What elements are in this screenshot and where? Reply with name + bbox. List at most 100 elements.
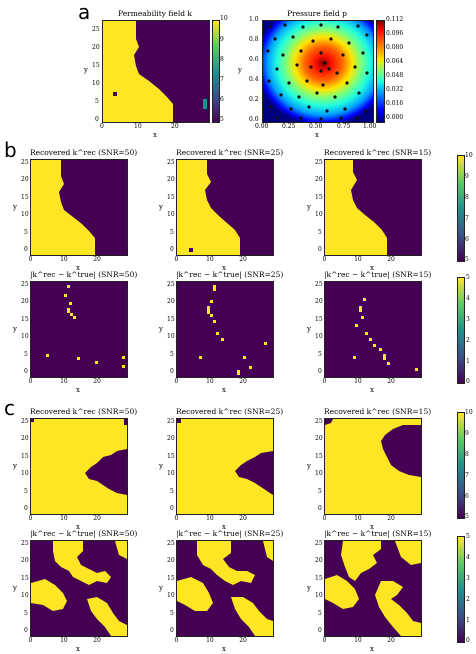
- ytick-label: 5: [24, 350, 28, 358]
- b-err-title-3: |k^rec − k^true| (SNR=15): [324, 270, 432, 279]
- perm-ytick: 0: [95, 116, 99, 123]
- perm-ylabel: y: [84, 66, 88, 74]
- c-err-title-3: |k^rec − k^true| (SNR=15): [324, 529, 432, 538]
- perm-cbar-tick: 6: [220, 96, 224, 103]
- ytick-label: 5: [318, 609, 322, 617]
- pres-cbar-tick: 0.112: [386, 16, 404, 23]
- y-axis-label: y: [307, 461, 311, 470]
- xtick-label: 10: [206, 256, 214, 263]
- c-err-cbar-tick: 4: [466, 554, 470, 561]
- c-rec-panel-1: [30, 418, 128, 515]
- b-rec-cbar-tick: 5: [465, 256, 469, 263]
- x-axis-label: x: [76, 386, 80, 394]
- perm-cbar-tick: 10: [220, 15, 228, 22]
- xtick-label: 20: [93, 378, 101, 385]
- perm-cbar-tick: 5: [220, 116, 224, 123]
- b-rec-cbar-tick: 9: [465, 173, 469, 180]
- xtick-label: 0: [322, 515, 327, 522]
- ytick-label: 25: [167, 281, 175, 288]
- y-axis-label: y: [307, 202, 311, 211]
- ytick-label: 20: [21, 298, 29, 306]
- xtick-label: 0: [28, 637, 33, 644]
- c-rec-cbar-tick: 10: [465, 409, 473, 416]
- ytick-label: 10: [167, 592, 175, 600]
- ytick-label: 15: [21, 452, 29, 460]
- xtick-label: 10: [60, 256, 68, 263]
- pres-field-map: [262, 20, 374, 123]
- perm-ytick: 25: [92, 26, 100, 33]
- ytick-label: 15: [21, 574, 29, 582]
- pres-xtick: 1.00: [363, 123, 377, 130]
- ytick-label: 15: [315, 193, 323, 201]
- x-axis-label: x: [222, 645, 226, 653]
- ytick-label: 20: [315, 435, 323, 443]
- ytick-label: 25: [167, 418, 175, 425]
- xtick-label: 20: [387, 256, 395, 263]
- c-err-cbar-tick: 3: [466, 575, 470, 582]
- ytick-label: 25: [167, 540, 175, 547]
- c-err-panel-1: [30, 540, 128, 637]
- ytick-label: 0: [170, 505, 174, 512]
- b-rec-cbar-tick: 7: [465, 215, 469, 222]
- ytick-label: 5: [170, 609, 174, 617]
- b-err-title-2: |k^rec − k^true| (SNR=25): [176, 270, 284, 279]
- ytick-label: 0: [24, 505, 28, 512]
- ytick-label: 10: [21, 470, 29, 478]
- ytick-label: 5: [318, 228, 322, 236]
- perm-colorbar: [212, 20, 220, 123]
- ytick-label: 15: [21, 315, 29, 323]
- c-rec-title-2: Recovered k^rec (SNR=25): [176, 407, 284, 416]
- perm-ytick: 15: [92, 62, 100, 69]
- ytick-label: 25: [315, 159, 323, 166]
- ytick-label: 10: [167, 333, 175, 341]
- x-axis-label: x: [370, 264, 374, 272]
- pres-cbar-tick: 0.016: [386, 100, 404, 107]
- xtick-label: 10: [60, 378, 68, 385]
- ytick-label: 15: [315, 315, 323, 323]
- ytick-label: 15: [167, 315, 175, 323]
- ytick-label: 25: [21, 540, 29, 547]
- ytick-label: 0: [170, 246, 174, 253]
- y-axis-label: y: [159, 583, 163, 592]
- perm-ytick: 5: [95, 98, 99, 105]
- ytick-label: 15: [21, 193, 29, 201]
- ytick-label: 15: [167, 193, 175, 201]
- ytick-label: 5: [170, 487, 174, 495]
- xtick-label: 0: [28, 378, 33, 385]
- ytick-label: 0: [170, 627, 174, 634]
- c-err-cbar-tick: 2: [466, 596, 470, 603]
- x-axis-label: x: [76, 523, 80, 531]
- b-err-panel-3: [324, 281, 422, 378]
- xtick-label: 0: [28, 515, 33, 522]
- b-err-colorbar: [457, 277, 465, 384]
- c-rec-panel-3: [324, 418, 422, 515]
- y-axis-label: y: [159, 202, 163, 211]
- x-axis-label: x: [222, 264, 226, 272]
- xtick-label: 10: [354, 378, 362, 385]
- pres-cbar-tick: 0.000: [386, 114, 404, 121]
- x-axis-label: x: [222, 386, 226, 394]
- perm-xtick: 10: [134, 123, 142, 130]
- ytick-label: 15: [167, 452, 175, 460]
- pres-colorbar: [376, 20, 385, 123]
- ytick-label: 25: [21, 281, 29, 288]
- ytick-label: 25: [21, 418, 29, 425]
- c-rec-title-1: Recovered k^rec (SNR=50): [30, 407, 138, 416]
- xtick-label: 20: [239, 256, 247, 263]
- c-err-panel-3: [324, 540, 422, 637]
- xtick-label: 20: [93, 637, 101, 644]
- y-axis-label: y: [13, 202, 17, 211]
- xtick-label: 0: [322, 256, 327, 263]
- xtick-label: 20: [239, 515, 247, 522]
- c-err-cbar-tick: 1: [466, 617, 470, 624]
- ytick-label: 10: [167, 470, 175, 478]
- ytick-label: 10: [315, 211, 323, 219]
- pres-ytick: 0.8: [249, 36, 259, 43]
- c-rec-cbar-tick: 5: [465, 513, 469, 520]
- xtick-label: 0: [174, 515, 179, 522]
- pres-xtick: 0.75: [337, 123, 351, 130]
- b-err-cbar-tick: 1: [466, 358, 470, 365]
- b-rec-title-1: Recovered k^rec (SNR=50): [30, 148, 138, 157]
- b-rec-cbar-tick: 10: [465, 152, 473, 159]
- x-axis-label: x: [76, 645, 80, 653]
